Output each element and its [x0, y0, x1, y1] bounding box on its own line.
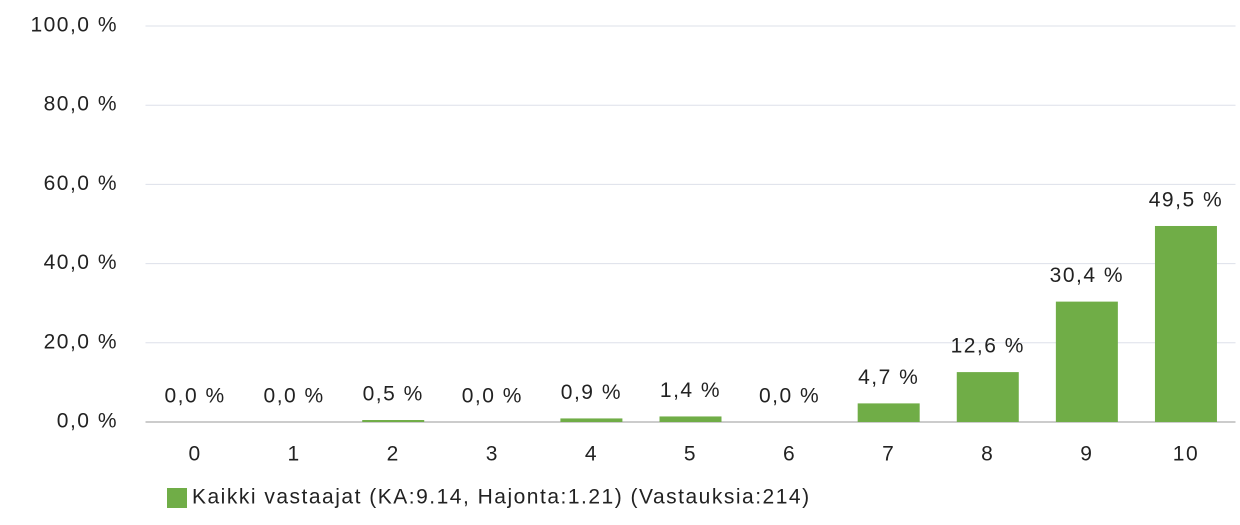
- x-tick-label: 9: [1080, 443, 1093, 466]
- bar: [956, 372, 1019, 422]
- legend-label: Kaikki vastaajat (KA:9.14, Hajonta:1.21)…: [192, 486, 811, 509]
- bar: [1154, 225, 1217, 422]
- bar: [362, 420, 425, 422]
- y-tick-label: 40,0 %: [44, 251, 118, 274]
- value-label: 49,5 %: [1149, 189, 1223, 212]
- value-label: 0,5 %: [363, 383, 424, 406]
- value-label: 0,0 %: [462, 385, 523, 408]
- x-tick-label: 2: [387, 443, 400, 466]
- x-tick-label: 3: [486, 443, 499, 466]
- value-label: 30,4 %: [1050, 264, 1124, 287]
- y-tick-label: 20,0 %: [44, 330, 118, 353]
- bar: [560, 418, 623, 422]
- y-tick-label: 60,0 %: [44, 172, 118, 195]
- x-tick-label: 1: [288, 443, 301, 466]
- x-tick-label: 5: [684, 443, 697, 466]
- value-label: 0,0 %: [759, 385, 820, 408]
- value-label: 4,7 %: [858, 366, 919, 389]
- x-tick-label: 0: [188, 443, 201, 466]
- bar: [857, 403, 920, 422]
- x-tick-label: 4: [585, 443, 598, 466]
- y-tick-label: 100,0 %: [30, 14, 118, 37]
- value-label: 0,0 %: [264, 385, 325, 408]
- value-label: 1,4 %: [660, 379, 721, 402]
- x-tick-label: 10: [1173, 443, 1199, 466]
- x-tick-label: 6: [783, 443, 796, 466]
- value-label: 0,9 %: [561, 381, 622, 404]
- x-tick-label: 8: [981, 443, 994, 466]
- bar: [659, 416, 722, 422]
- x-tick-label: 7: [882, 443, 895, 466]
- legend-swatch: [167, 488, 187, 508]
- value-label: 0,0 %: [164, 385, 225, 408]
- y-tick-label: 80,0 %: [44, 93, 118, 116]
- y-tick-label: 0,0 %: [57, 410, 118, 433]
- value-label: 12,6 %: [951, 335, 1025, 358]
- bar: [1055, 301, 1118, 422]
